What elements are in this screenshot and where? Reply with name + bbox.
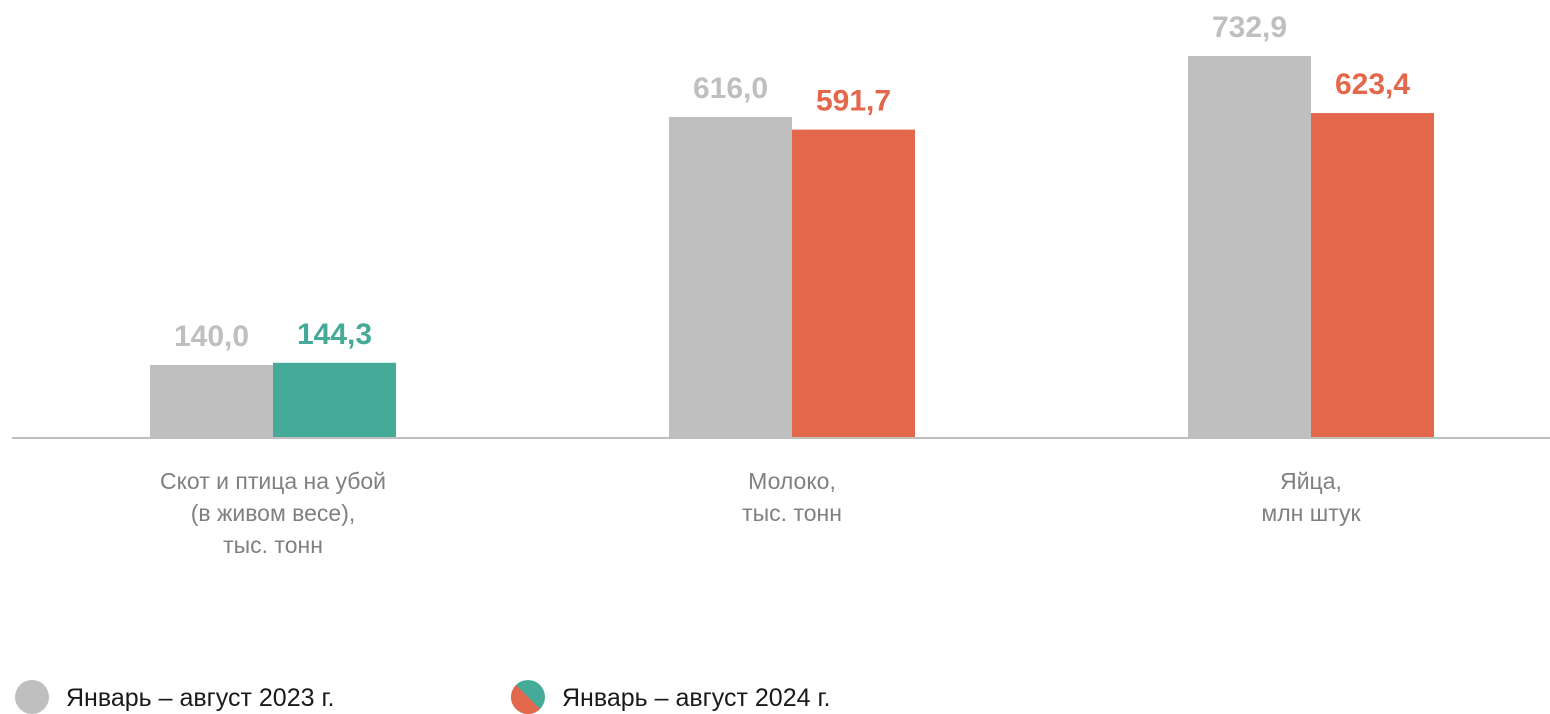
category-label-1: Скот и птица на убой (в живом весе), тыс. … bbox=[160, 468, 386, 558]
bar-2024-cat-1 bbox=[273, 362, 396, 438]
legend-label-1: Январь – август 2023 г. bbox=[66, 684, 334, 712]
value-label-2023-cat-3: 732,9 bbox=[1212, 11, 1287, 44]
value-labels-layer: 140,0 616,0 732,9 144,3 591,7 623,4 bbox=[174, 11, 1410, 353]
category-label-line: тыс. тонн bbox=[223, 532, 323, 558]
bar-2023-cat-2 bbox=[669, 116, 792, 439]
value-label-2024-cat-2: 591,7 bbox=[816, 85, 891, 118]
bar-2024-cat-2 bbox=[792, 129, 915, 438]
category-label-line: (в живом весе), bbox=[191, 500, 356, 526]
category-label-line: млн штук bbox=[1261, 500, 1361, 526]
bars-layer bbox=[150, 56, 1434, 439]
split-circle-icon bbox=[510, 680, 545, 714]
legend: Январь – август 2023 г. Январь – август 2… bbox=[15, 680, 830, 714]
value-label-2024-cat-3: 623,4 bbox=[1335, 68, 1410, 101]
category-label-line: Молоко, bbox=[748, 468, 836, 494]
value-label-2024-cat-1: 144,3 bbox=[297, 318, 372, 351]
category-label-line: тыс. тонн bbox=[742, 500, 842, 526]
split-circle-half bbox=[510, 684, 541, 714]
category-label-3: Яйца, млн штук bbox=[1261, 468, 1361, 526]
gray-circle-icon bbox=[15, 680, 49, 714]
category-label-line: Скот и птица на убой bbox=[160, 468, 386, 494]
legend-label-2: Январь – август 2024 г. bbox=[562, 684, 830, 712]
category-label-line: Яйца, bbox=[1280, 468, 1342, 494]
category-label-2: Молоко, тыс. тонн bbox=[742, 468, 842, 526]
value-label-2023-cat-1: 140,0 bbox=[174, 320, 249, 353]
bar-2024-cat-3 bbox=[1311, 113, 1434, 438]
bar-2023-cat-3 bbox=[1188, 56, 1311, 438]
bar-2023-cat-1 bbox=[150, 365, 273, 438]
category-labels-layer: Скот и птица на убой (в живом весе), тыс. … bbox=[160, 468, 1362, 558]
value-label-2023-cat-2: 616,0 bbox=[693, 72, 768, 105]
